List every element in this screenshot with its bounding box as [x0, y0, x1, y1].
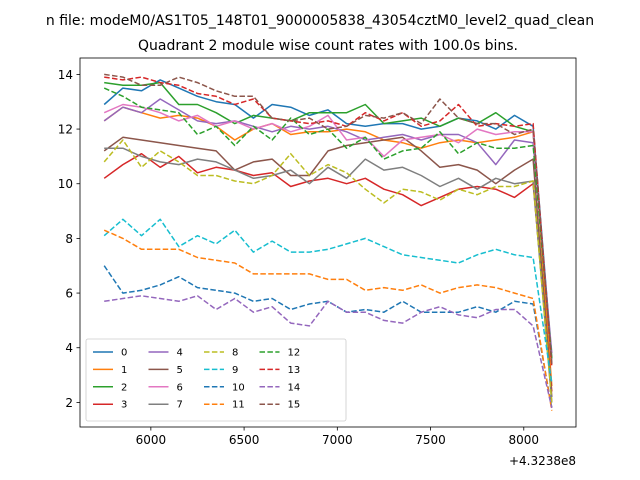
x-tick-label-8000: 8000 [509, 433, 540, 447]
x-tick-label-7500: 7500 [415, 433, 446, 447]
series-line-7 [104, 147, 553, 403]
legend-label-0: 0 [121, 348, 127, 359]
series-line-15 [104, 73, 553, 365]
legend-label-12: 12 [288, 348, 301, 359]
y-tick-label-2: 2 [65, 396, 73, 410]
legend-label-5: 5 [177, 365, 183, 376]
figure-suptitle: n file: modeM0/AS1T05_148T01_9000005838_… [46, 13, 594, 29]
legend-label-2: 2 [121, 382, 127, 393]
series-line-11 [103, 229, 553, 411]
legend-label-9: 9 [232, 365, 238, 376]
legend-label-14: 14 [288, 382, 301, 393]
legend-label-13: 13 [288, 365, 301, 376]
series-line-14 [104, 295, 553, 409]
legend-label-10: 10 [232, 382, 245, 393]
y-tick-label-10: 10 [58, 177, 73, 191]
legend-label-3: 3 [121, 400, 127, 411]
series-line-3 [103, 152, 553, 392]
legend-label-15: 15 [288, 400, 301, 411]
legend-label-1: 1 [121, 365, 127, 376]
y-tick-label-14: 14 [58, 68, 73, 82]
x-offset-label: +4.3238e8 [509, 454, 576, 468]
series-line-9 [103, 218, 553, 384]
x-tick-label-6500: 6500 [229, 433, 260, 447]
y-tick-label-6: 6 [65, 287, 73, 301]
legend-label-11: 11 [232, 400, 245, 411]
x-tick-label-6000: 6000 [136, 433, 167, 447]
series-line-4 [103, 98, 553, 354]
chart-title: Quadrant 2 module wise count rates with … [138, 38, 518, 54]
series-line-12 [103, 87, 553, 359]
y-tick-label-8: 8 [65, 232, 73, 246]
series-line-0 [103, 79, 553, 359]
series-line-6 [103, 103, 553, 365]
x-tick-label-7000: 7000 [322, 433, 353, 447]
plot-area: 6000 6500 7000 7500 8000+4.3238e824681012140… [58, 57, 577, 468]
y-tick-label-4: 4 [65, 341, 73, 355]
legend-label-4: 4 [177, 348, 183, 359]
legend-label-6: 6 [177, 382, 183, 393]
series-line-8 [103, 139, 553, 403]
y-tick-label-12: 12 [58, 123, 73, 137]
series-line-5 [103, 136, 553, 397]
axes-frame [79, 57, 577, 428]
legend-label-8: 8 [232, 348, 238, 359]
series-line-13 [104, 76, 553, 367]
legend-box [85, 338, 347, 422]
legend-label-7: 7 [177, 400, 183, 411]
